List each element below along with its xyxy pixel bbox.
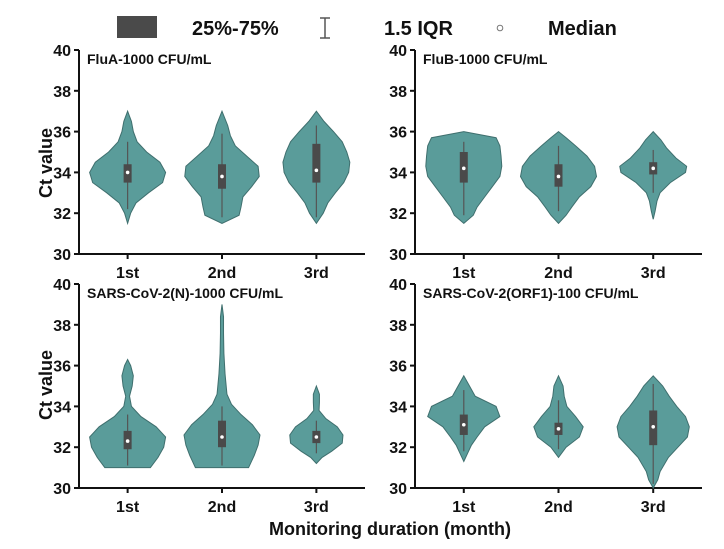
violin-median-dot — [314, 168, 319, 173]
x-tick-label: 1st — [116, 499, 140, 516]
legend-whisker-icon — [320, 17, 330, 39]
violin-median-dot — [651, 425, 656, 429]
x-tick-label: 1st — [452, 499, 476, 516]
violin-median-dot — [461, 166, 466, 171]
violin-1st — [89, 109, 167, 226]
violin-2nd — [533, 374, 584, 459]
y-tick-label: 38 — [53, 84, 71, 101]
panel-title: SARS-CoV-2(ORF1)-100 CFU/mL — [423, 285, 639, 301]
y-axis-label-top: Ct value — [36, 128, 56, 198]
panel-3: SARS-CoV-2(N)-1000 CFU/mL 30 32 34 36 38 40 1st… — [53, 277, 365, 516]
panel-title: FluA-1000 CFU/mL — [87, 51, 212, 67]
violin-2nd — [184, 109, 260, 224]
y-tick-label: 38 — [389, 318, 407, 335]
violin-body — [183, 304, 261, 469]
x-tick-label: 3rd — [641, 265, 666, 282]
violin-2nd — [519, 130, 598, 225]
y-tick-label: 32 — [53, 440, 71, 457]
y-tick-label: 34 — [389, 165, 407, 182]
x-tick-label: 3rd — [304, 265, 329, 282]
y-tick-label: 34 — [389, 399, 407, 416]
violin-median-dot — [556, 174, 561, 179]
y-tick-label: 36 — [389, 359, 407, 376]
x-tick-label: 3rd — [641, 499, 666, 516]
violin-3rd — [282, 110, 351, 225]
violin-1st — [89, 358, 167, 469]
legend: 25%-75% 1.5 IQR Median — [117, 16, 617, 40]
violin-1st — [427, 374, 501, 463]
panel-title: SARS-CoV-2(N)-1000 CFU/mL — [87, 285, 283, 301]
violin-3rd — [616, 375, 690, 490]
violin-median-dot — [556, 427, 561, 431]
y-tick-label: 30 — [389, 481, 407, 498]
x-axis-label: Monitoring duration (month) — [269, 519, 511, 539]
legend-label-median: Median — [548, 18, 617, 40]
violin-iqr-box — [218, 420, 226, 448]
violin-median-dot — [125, 170, 130, 175]
violin-3rd — [619, 130, 688, 220]
y-axis-label-bottom: Ct value — [36, 350, 56, 420]
panel-title: FluB-1000 CFU/mL — [423, 51, 548, 67]
y-tick-label: 38 — [389, 84, 407, 101]
y-tick-label: 32 — [389, 440, 407, 457]
x-tick-label: 3rd — [304, 499, 329, 516]
violin-median-dot — [651, 166, 656, 171]
violin-median-dot — [220, 435, 224, 439]
legend-median-dot-icon — [496, 24, 504, 32]
y-tick-label: 36 — [53, 125, 71, 142]
y-tick-label: 36 — [53, 359, 71, 376]
y-tick-label: 30 — [53, 247, 71, 264]
y-tick-label: 38 — [53, 318, 71, 335]
x-tick-label: 2nd — [544, 499, 572, 516]
y-tick-label: 34 — [53, 399, 71, 416]
legend-label-whisker: 1.5 IQR — [384, 18, 453, 40]
violin-median-dot — [220, 174, 224, 179]
violin-median-dot — [125, 439, 130, 443]
panel-2: FluB-1000 CFU/mL 30 32 34 36 38 40 1st 2nd 3rd — [389, 43, 702, 282]
y-tick-label: 30 — [389, 247, 407, 264]
y-tick-label: 32 — [389, 206, 407, 223]
violin-median-dot — [314, 435, 319, 439]
panel-4: SARS-CoV-2(ORF1)-100 CFU/mL 30 32 34 36 38 40 1… — [389, 277, 702, 516]
legend-label-box: 25%-75% — [192, 18, 279, 40]
y-tick-label: 40 — [53, 277, 71, 294]
x-tick-label: 2nd — [544, 265, 572, 282]
violin-body — [89, 358, 167, 469]
panel-1: FluA-1000 CFU/mL 30 32 34 36 38 40 1st 2nd 3rd — [53, 43, 365, 282]
violin-iqr-box — [312, 143, 321, 183]
y-tick-label: 32 — [53, 206, 71, 223]
y-tick-label: 40 — [53, 43, 71, 60]
y-tick-label: 36 — [389, 125, 407, 142]
violin-median-dot — [461, 422, 466, 427]
y-tick-label: 30 — [53, 481, 71, 498]
legend-box-swatch-icon — [117, 16, 157, 38]
violin-2nd — [183, 304, 261, 469]
y-tick-label: 40 — [389, 277, 407, 294]
y-tick-label: 40 — [389, 43, 407, 60]
violin-1st — [425, 131, 503, 225]
violin-3rd — [289, 384, 344, 465]
x-tick-label: 2nd — [208, 265, 236, 282]
x-tick-label: 2nd — [208, 499, 236, 516]
x-tick-label: 1st — [116, 265, 140, 282]
x-tick-label: 1st — [452, 265, 476, 282]
y-tick-label: 34 — [53, 165, 71, 182]
